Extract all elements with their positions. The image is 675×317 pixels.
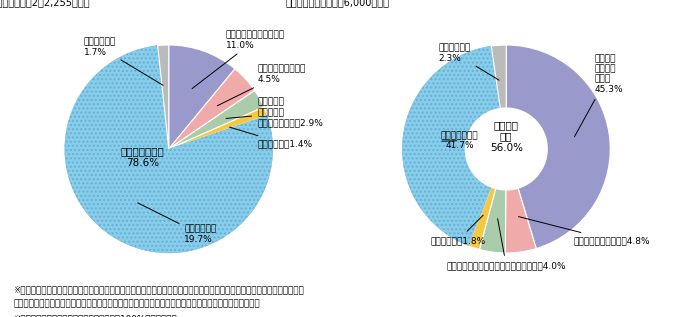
Text: 情報通信
機械器具
製造業
45.3%: 情報通信 機械器具 製造業 45.3% [574,54,623,137]
Text: 電子部品・
デバイス・
電子回路製造業　2.9%: 電子部品・ デバイス・ 電子回路製造業 2.9% [226,98,323,127]
Wedge shape [506,149,536,253]
Text: その他の製造業
41.7%: その他の製造業 41.7% [441,131,479,150]
Text: その他の産業
2.3%: その他の産業 2.3% [439,44,499,80]
Text: 情報通信産業
19.7%: 情報通信産業 19.7% [138,203,217,244]
Text: 情報通信業（情報サービス業、通信業、放送業、インターネット附随・その他の情報通信業）を指す: 情報通信業（情報サービス業、通信業、放送業、インターネット附随・その他の情報通信… [14,300,261,308]
Wedge shape [169,45,235,149]
Text: ※　ここでの情報通信産業とは、情報通信機械器具製造業、電気機械器具製造業、電子部品・デバイス・電子回路製造業、: ※ ここでの情報通信産業とは、情報通信機械器具製造業、電気機械器具製造業、電子部… [14,285,304,294]
Circle shape [464,107,548,191]
Text: 情報通信業　1.4%: 情報通信業 1.4% [230,127,313,148]
Text: その他の産業
1.7%: その他の産業 1.7% [84,37,163,85]
Text: 技術輸出額（全産業：2兆2,255億円）: 技術輸出額（全産業：2兆2,255億円） [0,0,90,8]
Text: 技術輸入額（全産業：6,000億円）: 技術輸入額（全産業：6,000億円） [286,0,389,8]
Wedge shape [402,46,506,246]
Wedge shape [158,45,169,149]
Text: ※　各要素の和は、四捨五入のため必ずしも100%にはならない: ※ 各要素の和は、四捨五入のため必ずしも100%にはならない [14,314,178,317]
Text: 電気機械器具製造業　4.8%: 電気機械器具製造業 4.8% [518,217,651,245]
Text: 情報通信機械器具製造業
11.0%: 情報通信機械器具製造業 11.0% [192,30,285,88]
Text: 電気機械器具製造業
4.5%: 電気機械器具製造業 4.5% [217,64,306,106]
Text: その他の製造業
78.6%: その他の製造業 78.6% [121,146,165,168]
Wedge shape [169,90,264,149]
Wedge shape [169,69,254,149]
Wedge shape [468,149,506,249]
Text: 情報通信
産業
56.0%: 情報通信 産業 56.0% [490,120,522,153]
Text: 情報通信業　1.8%: 情報通信業 1.8% [430,215,485,245]
Wedge shape [491,45,506,149]
Wedge shape [479,149,506,253]
Text: 電子部品・デバイス・電子回路製造業　4.0%: 電子部品・デバイス・電子回路製造業 4.0% [446,219,566,270]
Wedge shape [506,45,610,249]
Wedge shape [169,107,267,149]
Wedge shape [65,46,273,253]
